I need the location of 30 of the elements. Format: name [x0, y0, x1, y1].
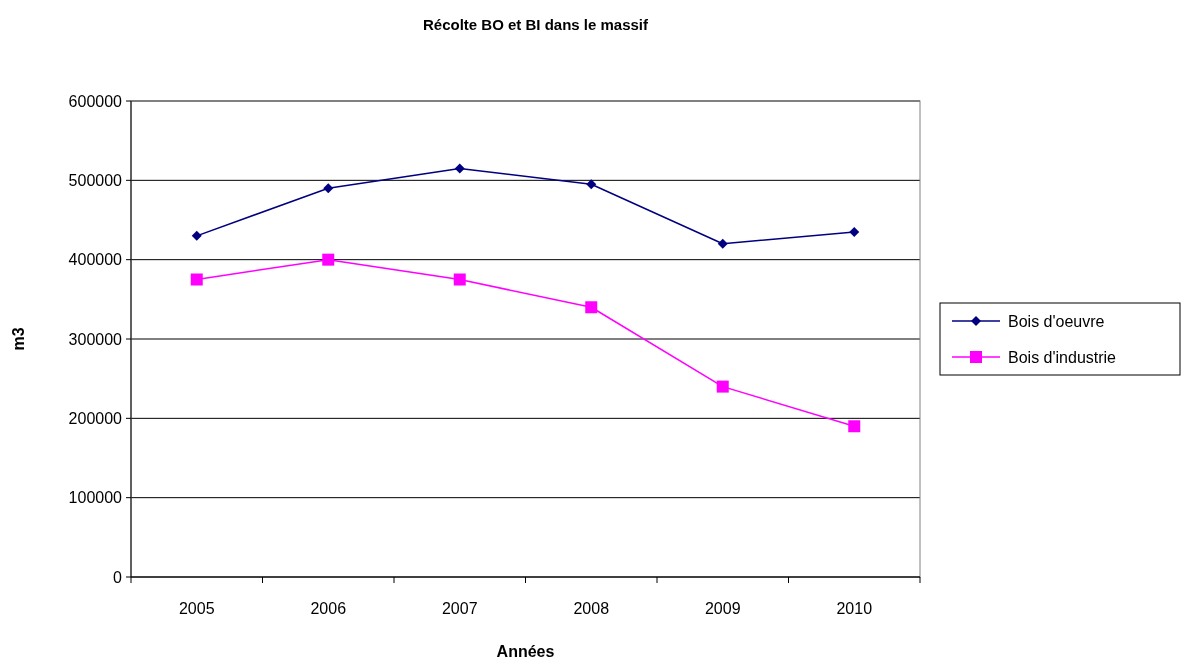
- x-tick-label: 2005: [178, 600, 215, 617]
- x-tick-label: 2009: [704, 600, 741, 617]
- legend-label: Bois d'oeuvre: [1008, 312, 1105, 330]
- point: [322, 253, 335, 266]
- x-tick-label: 2007: [441, 600, 478, 617]
- y-tick-label: 500000: [68, 171, 123, 189]
- y-tick-label: 100000: [68, 489, 123, 507]
- x-axis-title: Années: [496, 643, 555, 658]
- point: [716, 380, 729, 393]
- point: [585, 301, 598, 314]
- point: [323, 183, 334, 194]
- y-tick-label: 600000: [68, 92, 123, 110]
- y-tick-label: 200000: [68, 409, 123, 427]
- chart-title: Récolte BO et BI dans le massif: [422, 16, 650, 33]
- x-tick-label: 2008: [573, 600, 610, 617]
- y-tick-label: 400000: [68, 251, 123, 269]
- legend-label: Bois d'industrie: [1008, 348, 1117, 366]
- point: [190, 273, 203, 286]
- point: [717, 238, 728, 249]
- point: [849, 226, 860, 237]
- point: [454, 163, 465, 174]
- y-tick-label: 0: [113, 568, 123, 586]
- y-axis-title: m3: [10, 327, 27, 351]
- x-tick-label: 2006: [310, 600, 347, 617]
- point: [191, 230, 202, 241]
- point: [453, 273, 466, 286]
- point: [586, 179, 597, 190]
- x-tick-label: 2010: [836, 600, 873, 617]
- point: [848, 420, 861, 433]
- y-tick-label: 300000: [68, 330, 123, 348]
